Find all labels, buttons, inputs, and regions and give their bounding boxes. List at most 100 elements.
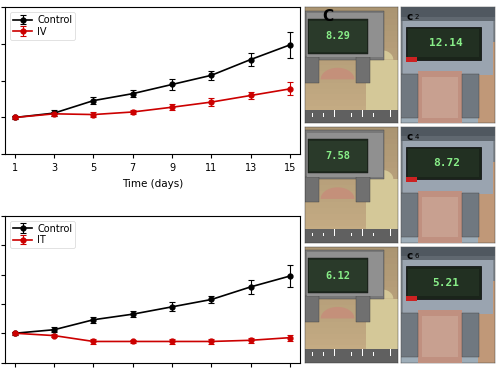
Bar bbox=[402, 60, 495, 65]
Bar bbox=[304, 214, 398, 220]
Bar bbox=[402, 351, 495, 357]
Bar bbox=[304, 281, 398, 287]
Bar bbox=[304, 287, 398, 293]
Bar bbox=[402, 168, 495, 174]
Bar bbox=[402, 174, 495, 179]
Bar bbox=[403, 251, 493, 314]
Bar bbox=[402, 305, 495, 310]
Bar bbox=[304, 31, 398, 36]
Bar bbox=[403, 132, 493, 194]
Bar bbox=[462, 193, 479, 237]
Bar bbox=[402, 89, 495, 94]
Bar bbox=[304, 229, 398, 243]
Bar bbox=[402, 246, 495, 252]
Bar bbox=[402, 7, 495, 21]
Text: 6: 6 bbox=[414, 253, 419, 259]
Bar bbox=[304, 270, 398, 276]
Bar bbox=[402, 264, 495, 270]
Bar bbox=[408, 269, 479, 296]
Bar bbox=[304, 252, 398, 258]
Polygon shape bbox=[366, 289, 398, 299]
Bar bbox=[304, 334, 398, 339]
Bar bbox=[304, 357, 398, 363]
Bar bbox=[308, 258, 368, 293]
Bar bbox=[402, 258, 495, 264]
Bar bbox=[402, 150, 495, 156]
Bar bbox=[304, 276, 398, 281]
Text: 8.29: 8.29 bbox=[325, 31, 350, 41]
Bar bbox=[304, 226, 398, 231]
Bar bbox=[304, 185, 398, 191]
Bar bbox=[402, 208, 495, 214]
Bar bbox=[418, 191, 462, 243]
Bar bbox=[304, 168, 398, 174]
Bar bbox=[306, 252, 382, 296]
Bar bbox=[304, 310, 398, 316]
Bar bbox=[304, 25, 398, 31]
Bar bbox=[478, 162, 495, 243]
Bar bbox=[304, 13, 398, 19]
Text: 2: 2 bbox=[414, 14, 419, 20]
Bar bbox=[304, 237, 398, 243]
Bar bbox=[402, 191, 495, 196]
Bar bbox=[304, 118, 398, 124]
Bar bbox=[478, 42, 495, 124]
Bar bbox=[406, 266, 481, 299]
Bar bbox=[304, 177, 319, 202]
Bar bbox=[304, 231, 398, 237]
Bar bbox=[304, 208, 398, 214]
Bar bbox=[304, 296, 319, 322]
Text: 8.72: 8.72 bbox=[433, 158, 460, 168]
Bar bbox=[402, 252, 495, 258]
Bar bbox=[402, 83, 495, 89]
Bar bbox=[402, 185, 495, 191]
Bar bbox=[304, 250, 384, 299]
Bar bbox=[402, 281, 495, 287]
X-axis label: Time (days): Time (days) bbox=[122, 179, 183, 189]
Bar bbox=[402, 334, 495, 339]
Bar bbox=[310, 260, 366, 290]
Polygon shape bbox=[320, 187, 354, 199]
Bar bbox=[304, 174, 398, 179]
Bar bbox=[304, 60, 398, 65]
Bar bbox=[402, 270, 495, 276]
Bar bbox=[402, 133, 495, 139]
Bar bbox=[403, 12, 493, 75]
Bar bbox=[304, 179, 398, 185]
Bar bbox=[304, 191, 398, 196]
Bar bbox=[304, 316, 398, 322]
Bar bbox=[402, 36, 495, 42]
Bar bbox=[402, 313, 418, 357]
Bar bbox=[402, 7, 495, 17]
Bar bbox=[304, 94, 398, 100]
Bar bbox=[304, 83, 398, 89]
Bar bbox=[356, 57, 370, 83]
Bar bbox=[366, 179, 398, 243]
Bar bbox=[304, 144, 398, 150]
Bar bbox=[402, 293, 495, 299]
Bar bbox=[402, 112, 495, 118]
Bar bbox=[402, 345, 495, 351]
Bar bbox=[304, 202, 398, 208]
Bar bbox=[402, 339, 495, 345]
Bar bbox=[366, 299, 398, 363]
Bar bbox=[402, 25, 495, 31]
Bar bbox=[306, 133, 382, 177]
Bar bbox=[402, 144, 495, 150]
Bar bbox=[304, 42, 398, 48]
Bar bbox=[402, 322, 495, 328]
Bar bbox=[310, 141, 366, 171]
Polygon shape bbox=[366, 170, 398, 179]
Text: c: c bbox=[407, 12, 413, 22]
Bar bbox=[402, 100, 495, 106]
Bar bbox=[304, 112, 398, 118]
Bar bbox=[304, 127, 398, 133]
Bar bbox=[462, 313, 479, 357]
Bar bbox=[402, 42, 495, 48]
Bar bbox=[304, 328, 398, 334]
Bar bbox=[304, 305, 398, 310]
Bar bbox=[402, 246, 495, 260]
Bar bbox=[408, 149, 479, 177]
Bar bbox=[402, 328, 495, 334]
Bar bbox=[304, 77, 398, 83]
